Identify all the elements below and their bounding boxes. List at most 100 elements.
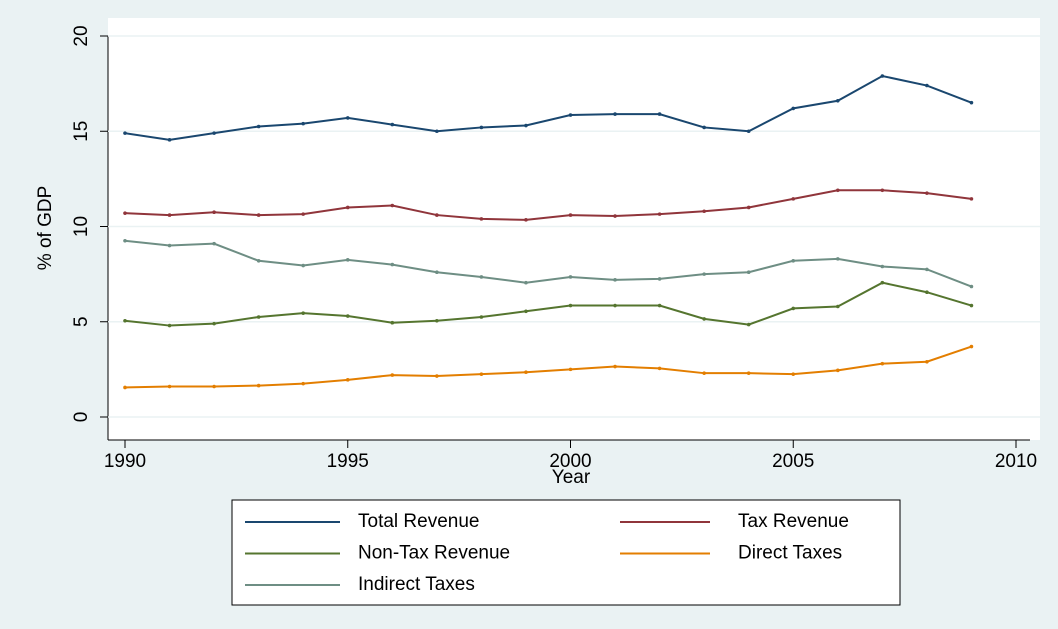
point [702, 272, 706, 276]
point [925, 290, 929, 295]
point [836, 188, 840, 193]
point [435, 129, 439, 134]
legend-label: Direct Taxes [738, 543, 842, 564]
point [702, 371, 706, 375]
point [524, 309, 528, 314]
point [435, 318, 439, 323]
point [702, 317, 706, 321]
point [746, 371, 751, 375]
legend-label: Total Revenue [358, 511, 479, 532]
point [791, 306, 796, 311]
point [836, 98, 840, 103]
point [123, 318, 127, 323]
point [123, 131, 127, 135]
point [212, 384, 216, 389]
point [123, 211, 127, 215]
legend-label: Non-Tax Revenue [358, 543, 510, 564]
point [568, 367, 573, 372]
point [167, 384, 172, 389]
point [969, 344, 974, 349]
point [256, 383, 261, 388]
series-line [124, 281, 972, 327]
point [256, 315, 261, 319]
point [256, 213, 261, 217]
point [613, 112, 617, 116]
point [167, 243, 172, 248]
point [479, 315, 484, 319]
point [791, 197, 796, 201]
point [479, 125, 484, 130]
point [568, 113, 573, 117]
y-tick-label: 5 [71, 316, 92, 327]
series-line [124, 239, 972, 288]
point [167, 138, 172, 142]
x-axis-title: Year [552, 467, 591, 488]
point [390, 373, 395, 377]
point [479, 372, 484, 376]
point [657, 212, 662, 216]
point [925, 359, 929, 364]
point [613, 364, 617, 369]
point [345, 205, 350, 210]
point [435, 270, 439, 275]
point [969, 197, 974, 201]
x-tick-label: 2010 [995, 451, 1037, 472]
series-line [124, 345, 972, 389]
y-tick-label: 20 [71, 25, 92, 46]
point [657, 303, 662, 308]
point [345, 378, 350, 382]
point [301, 263, 306, 268]
x-tick-label: 1990 [104, 451, 146, 472]
point [791, 258, 796, 263]
point [479, 217, 484, 221]
point [390, 122, 395, 127]
point [435, 213, 439, 217]
point [256, 258, 261, 263]
point [791, 372, 796, 376]
point [746, 322, 751, 327]
point [390, 320, 395, 325]
point [345, 116, 350, 120]
point [479, 275, 484, 279]
x-tick-label: 1995 [327, 451, 369, 472]
point [925, 191, 929, 195]
point [167, 323, 172, 328]
point [880, 74, 885, 78]
point [791, 106, 796, 111]
point [969, 303, 974, 308]
point [836, 257, 840, 261]
point [702, 209, 706, 214]
point [746, 270, 751, 275]
legend-label: Tax Revenue [738, 511, 849, 532]
series-line [124, 189, 972, 221]
point [568, 275, 573, 279]
legend [231, 499, 901, 606]
y-tick-label: 0 [71, 412, 92, 423]
point [613, 278, 617, 282]
series-line [124, 74, 972, 141]
point [345, 258, 350, 262]
point [836, 368, 840, 373]
point [167, 213, 172, 217]
point [524, 123, 528, 128]
point [301, 311, 306, 315]
point [345, 314, 350, 318]
point [524, 370, 528, 375]
point [301, 212, 306, 216]
point [123, 385, 127, 390]
point [657, 366, 662, 371]
point [657, 277, 662, 281]
point [969, 284, 974, 289]
point [702, 125, 706, 130]
point [880, 361, 885, 366]
point [212, 131, 216, 135]
point [880, 280, 885, 285]
point [390, 262, 395, 267]
point [212, 241, 216, 246]
y-axis-title: % of GDP [35, 186, 56, 270]
point [613, 303, 617, 308]
point [925, 267, 929, 272]
point [836, 304, 840, 309]
